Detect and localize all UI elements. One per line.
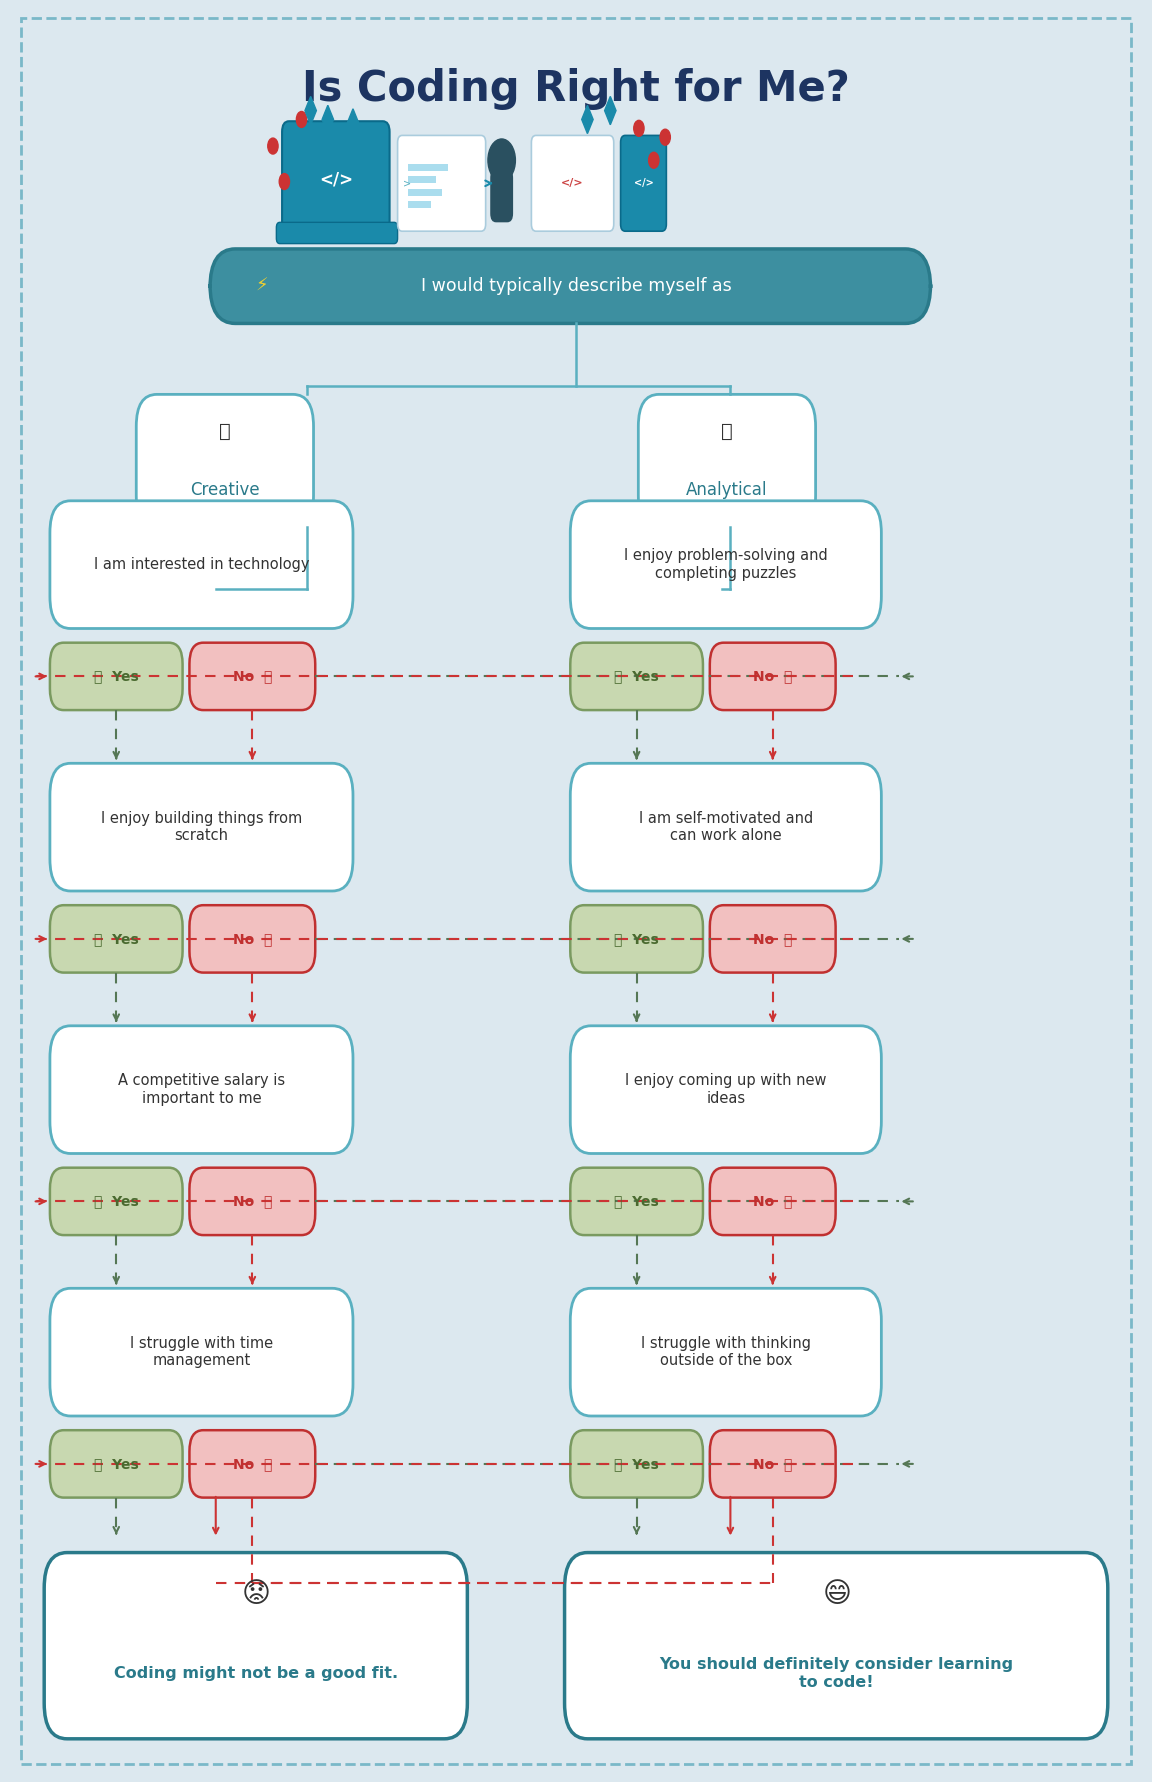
Polygon shape xyxy=(582,105,593,134)
Circle shape xyxy=(296,112,306,128)
Text: </>: </> xyxy=(561,178,584,189)
FancyBboxPatch shape xyxy=(397,135,486,232)
Polygon shape xyxy=(605,96,616,125)
Text: No  👎: No 👎 xyxy=(233,1458,272,1470)
Text: 👍  Yes: 👍 Yes xyxy=(93,670,138,683)
Polygon shape xyxy=(323,105,334,134)
Text: 👍  Yes: 👍 Yes xyxy=(93,932,138,946)
FancyBboxPatch shape xyxy=(710,1167,835,1235)
Text: No  👎: No 👎 xyxy=(233,670,272,683)
Text: I struggle with time
management: I struggle with time management xyxy=(130,1336,273,1369)
Text: Analytical: Analytical xyxy=(687,481,767,499)
Text: </>: </> xyxy=(634,178,653,189)
Circle shape xyxy=(634,121,644,135)
Text: 👍  Yes: 👍 Yes xyxy=(614,932,659,946)
FancyBboxPatch shape xyxy=(408,176,437,184)
Text: 💡: 💡 xyxy=(219,422,230,442)
FancyBboxPatch shape xyxy=(408,164,448,171)
FancyBboxPatch shape xyxy=(570,643,703,709)
FancyBboxPatch shape xyxy=(50,1167,182,1235)
Text: I struggle with thinking
outside of the box: I struggle with thinking outside of the … xyxy=(641,1336,811,1369)
FancyBboxPatch shape xyxy=(282,121,389,239)
Text: Coding might not be a good fit.: Coding might not be a good fit. xyxy=(114,1666,397,1680)
FancyBboxPatch shape xyxy=(564,1552,1108,1739)
FancyBboxPatch shape xyxy=(570,1431,703,1497)
FancyBboxPatch shape xyxy=(50,643,182,709)
Circle shape xyxy=(660,130,670,144)
Text: 🧩: 🧩 xyxy=(721,422,733,442)
FancyBboxPatch shape xyxy=(276,223,397,244)
Polygon shape xyxy=(347,109,358,137)
Circle shape xyxy=(649,151,659,168)
Text: Creative: Creative xyxy=(190,481,259,499)
FancyBboxPatch shape xyxy=(50,1026,353,1153)
Text: You should definitely consider learning
to code!: You should definitely consider learning … xyxy=(660,1657,1014,1689)
FancyBboxPatch shape xyxy=(50,501,353,629)
FancyBboxPatch shape xyxy=(491,169,513,223)
Text: No  👎: No 👎 xyxy=(233,932,272,946)
Text: 👍  Yes: 👍 Yes xyxy=(614,670,659,683)
Text: I enjoy problem-solving and
completing puzzles: I enjoy problem-solving and completing p… xyxy=(624,549,827,581)
FancyBboxPatch shape xyxy=(210,249,931,323)
Text: 👍  Yes: 👍 Yes xyxy=(614,1458,659,1470)
Text: I enjoy coming up with new
ideas: I enjoy coming up with new ideas xyxy=(626,1073,827,1107)
FancyBboxPatch shape xyxy=(710,905,835,973)
FancyBboxPatch shape xyxy=(50,763,353,891)
Text: No  👎: No 👎 xyxy=(753,670,793,683)
Circle shape xyxy=(267,137,278,153)
FancyBboxPatch shape xyxy=(189,643,316,709)
FancyBboxPatch shape xyxy=(136,394,313,527)
Text: 👍  Yes: 👍 Yes xyxy=(93,1194,138,1208)
FancyBboxPatch shape xyxy=(570,1288,881,1417)
FancyBboxPatch shape xyxy=(570,905,703,973)
FancyBboxPatch shape xyxy=(570,1167,703,1235)
FancyBboxPatch shape xyxy=(710,643,835,709)
Text: A competitive salary is
important to me: A competitive salary is important to me xyxy=(118,1073,285,1107)
FancyBboxPatch shape xyxy=(570,501,881,629)
FancyBboxPatch shape xyxy=(189,1167,316,1235)
Text: 😟: 😟 xyxy=(241,1579,271,1607)
FancyBboxPatch shape xyxy=(570,1026,881,1153)
FancyBboxPatch shape xyxy=(189,1431,316,1497)
Text: No  👎: No 👎 xyxy=(753,1194,793,1208)
Text: I am self-motivated and
can work alone: I am self-motivated and can work alone xyxy=(638,811,813,843)
FancyBboxPatch shape xyxy=(189,905,316,973)
FancyBboxPatch shape xyxy=(50,905,182,973)
Text: 😄: 😄 xyxy=(823,1579,851,1607)
FancyBboxPatch shape xyxy=(570,763,881,891)
FancyBboxPatch shape xyxy=(531,135,614,232)
Text: Is Coding Right for Me?: Is Coding Right for Me? xyxy=(302,68,850,110)
Circle shape xyxy=(279,173,289,189)
Text: I am interested in technology: I am interested in technology xyxy=(93,558,309,572)
Text: No  👎: No 👎 xyxy=(753,932,793,946)
Text: 👍  Yes: 👍 Yes xyxy=(93,1458,138,1470)
Circle shape xyxy=(488,139,515,182)
Text: No  👎: No 👎 xyxy=(233,1194,272,1208)
FancyBboxPatch shape xyxy=(50,1288,353,1417)
FancyBboxPatch shape xyxy=(408,201,431,208)
Text: No  👎: No 👎 xyxy=(753,1458,793,1470)
FancyBboxPatch shape xyxy=(44,1552,468,1739)
FancyBboxPatch shape xyxy=(408,189,442,196)
Text: </>: </> xyxy=(319,171,353,189)
Text: 👍  Yes: 👍 Yes xyxy=(614,1194,659,1208)
Polygon shape xyxy=(305,96,317,125)
FancyBboxPatch shape xyxy=(710,1431,835,1497)
Text: ⚡: ⚡ xyxy=(256,278,267,296)
FancyBboxPatch shape xyxy=(50,1431,182,1497)
FancyBboxPatch shape xyxy=(621,135,666,232)
Text: I enjoy building things from
scratch: I enjoy building things from scratch xyxy=(101,811,302,843)
FancyBboxPatch shape xyxy=(638,394,816,527)
Text: >: > xyxy=(403,178,411,189)
Text: I would typically describe myself as: I would typically describe myself as xyxy=(420,278,732,296)
